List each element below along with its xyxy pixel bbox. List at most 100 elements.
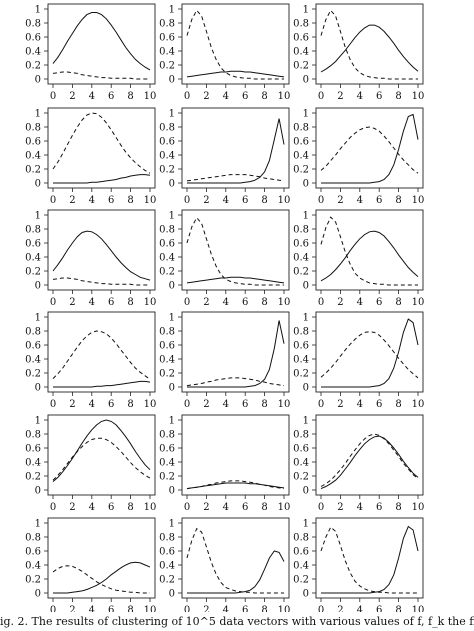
y-tick-label: 0: [169, 486, 175, 497]
y-tick-label: 0.8: [159, 123, 175, 134]
x-tick-label: 4: [223, 605, 229, 612]
x-tick-label: 6: [108, 195, 114, 206]
plot-frame: [181, 414, 290, 496]
x-tick-label: 0: [184, 297, 190, 308]
panel-15: 00.20.40.60.810 2 4 6 8 10: [293, 414, 424, 513]
y-tick-label: 0.4: [25, 151, 41, 162]
y-tick-label: 0.2: [293, 369, 309, 380]
panel-8: 00.20.40.60.810 2 4 6 8 10: [159, 209, 290, 308]
x-tick-label: 2: [203, 502, 209, 513]
plot-frame: [47, 517, 156, 599]
x-tick-label: 10: [144, 502, 157, 513]
y-tick-label: 0.8: [159, 327, 175, 338]
plot-frame: [47, 311, 156, 393]
panel-12: 00.20.40.60.810 2 4 6 8 10: [293, 311, 425, 410]
y-tick-label: 0.6: [159, 547, 175, 558]
y-tick-label: 0.4: [293, 355, 309, 366]
series-dashed-line: [52, 71, 150, 80]
y-tick-label: 1: [169, 416, 175, 427]
x-tick-label: 2: [203, 399, 209, 410]
x-tick-label: 10: [144, 195, 157, 206]
y-tick-label: 0.4: [293, 253, 309, 264]
series-dashed-line: [186, 527, 284, 594]
x-tick-label: 4: [357, 195, 363, 206]
y-tick-label: 0.6: [293, 239, 309, 250]
x-tick-label: 8: [261, 502, 267, 513]
x-tick-label: 4: [89, 195, 95, 206]
y-tick-label: 0.2: [25, 61, 41, 72]
y-tick-label: 0.4: [25, 355, 41, 366]
plot-frame: [315, 107, 424, 189]
series-solid-line: [52, 12, 151, 71]
x-tick-label: 0: [50, 605, 56, 612]
y-tick-label: 0.4: [293, 561, 309, 572]
series-solid-line: [53, 174, 151, 184]
x-tick-label: 2: [69, 502, 75, 513]
x-tick-label: 8: [395, 91, 401, 102]
y-tick-label: 0.2: [293, 165, 309, 176]
y-tick-label: 0: [169, 179, 175, 190]
x-tick-label: 2: [69, 195, 75, 206]
series-dashed-line: [320, 9, 418, 80]
x-tick-label: 6: [376, 399, 382, 410]
y-tick-label: 0: [35, 281, 41, 292]
x-tick-label: 0: [184, 605, 190, 612]
y-tick-label: 0.8: [293, 123, 309, 134]
plot-frame: [47, 414, 156, 496]
x-tick-label: 10: [412, 399, 425, 410]
y-tick-label: 1: [169, 109, 175, 120]
x-tick-label: 2: [337, 399, 343, 410]
x-tick-label: 8: [395, 195, 401, 206]
x-tick-label: 0: [184, 91, 190, 102]
y-tick-label: 1: [169, 519, 175, 530]
y-tick-label: 0: [169, 383, 175, 394]
panel-4: 00.20.40.60.810 2 4 6 8 10: [25, 107, 157, 206]
x-tick-label: 0: [318, 399, 324, 410]
y-tick-label: 1: [303, 211, 309, 222]
series-solid-line: [186, 276, 285, 284]
y-tick-label: 0.2: [159, 267, 175, 278]
y-tick-label: 0: [303, 383, 309, 394]
series-dashed-line: [320, 526, 418, 594]
y-tick-label: 0.8: [25, 533, 41, 544]
figure-caption: ig. 2. The results of clustering of 10^5…: [0, 615, 474, 628]
y-tick-label: 1: [303, 519, 309, 530]
x-tick-label: 4: [89, 502, 95, 513]
series-dashed-line: [186, 480, 285, 490]
y-tick-label: 0.8: [293, 19, 309, 30]
x-tick-label: 8: [261, 399, 267, 410]
series-dashed-line: [320, 216, 418, 286]
y-tick-label: 1: [303, 313, 309, 324]
x-tick-label: 8: [395, 297, 401, 308]
x-tick-label: 6: [376, 297, 382, 308]
y-tick-label: 0.8: [293, 327, 309, 338]
series-solid-line: [320, 230, 419, 282]
x-tick-label: 10: [412, 605, 425, 612]
y-tick-label: 0.6: [159, 137, 175, 148]
panel-16: 00.20.40.60.810 2 4 6 8 10: [25, 517, 156, 612]
y-tick-label: 0.2: [25, 575, 41, 586]
panel-1: 00.20.40.60.810 2 4 6 8 10: [25, 3, 156, 102]
y-tick-label: 0.4: [159, 561, 175, 572]
x-tick-label: 2: [69, 605, 75, 612]
x-tick-label: 2: [337, 605, 343, 612]
x-tick-label: 6: [242, 502, 248, 513]
y-tick-label: 0: [303, 281, 309, 292]
panel-13: 00.20.40.60.810 2 4 6 8 10: [25, 414, 157, 513]
plot-frame: [181, 311, 290, 393]
series-dashed-line: [52, 330, 151, 380]
x-tick-label: 10: [412, 91, 425, 102]
series-dashed-line: [52, 437, 151, 481]
x-tick-label: 4: [357, 399, 363, 410]
x-tick-label: 4: [223, 502, 229, 513]
x-tick-label: 10: [144, 297, 157, 308]
plot-frame: [315, 414, 424, 496]
y-tick-label: 0.8: [159, 430, 175, 441]
x-tick-label: 8: [127, 297, 133, 308]
x-tick-label: 4: [357, 91, 363, 102]
y-tick-label: 1: [35, 5, 41, 16]
series-solid-line: [187, 320, 285, 388]
x-tick-label: 2: [203, 605, 209, 612]
x-tick-label: 0: [318, 605, 324, 612]
series-dashed-line: [320, 433, 419, 487]
